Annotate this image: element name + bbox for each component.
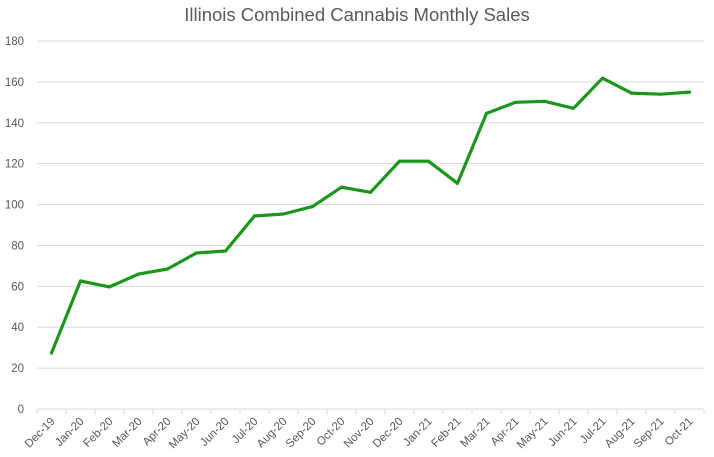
data-point [426,159,431,163]
data-point [484,111,489,115]
x-tick-label: May-21 [515,416,551,452]
y-tick-label: 40 [11,322,24,334]
data-point [107,285,112,289]
data-point [455,181,460,185]
y-tick-label: 120 [5,159,24,171]
y-tick-label: 80 [11,240,24,252]
data-point [600,76,605,80]
x-tick-label: Mar-21 [458,416,492,450]
data-point [658,92,663,96]
x-tick-label: Aug-21 [603,416,638,451]
x-tick-label: May-20 [167,416,203,452]
data-point [397,159,402,163]
y-tick-label: 140 [5,118,24,130]
y-tick-label: 100 [5,200,24,212]
x-tick-label: Jan-21 [401,416,434,449]
series-layer [49,76,692,355]
data-point [542,99,547,103]
y-tick-label: 180 [5,36,24,48]
x-tick-label: Mar-20 [110,416,144,450]
gridlines [37,40,704,369]
y-tick-label: 60 [11,281,24,293]
x-tick-label: Oct-21 [663,416,696,449]
data-point [310,205,315,209]
x-tick-label: Jun-21 [546,416,579,449]
data-point [252,214,257,218]
data-point [281,212,286,216]
series-line [49,76,692,355]
data-point [368,190,373,194]
y-tick-label: 20 [11,363,24,375]
data-point [687,90,692,94]
x-tick-label: Dec-20 [371,416,406,451]
x-tick-label: Nov-20 [342,416,377,451]
data-point [629,91,634,95]
data-point [339,185,344,189]
data-point [513,100,518,104]
data-point [78,279,83,283]
y-axis: 0 20 40 60 80 100 120 140 160 180 [5,36,24,416]
x-tick-label: Aug-20 [255,416,290,451]
x-tick-label: Jun-20 [198,416,231,449]
x-tick-label: Sep-21 [632,416,667,451]
x-tick-label: Jan-20 [53,416,86,449]
data-point [136,272,141,276]
y-tick-label: 0 [18,404,24,416]
data-point [194,251,199,255]
data-point [165,267,170,271]
y-tick-label: 160 [5,77,24,89]
data-point [223,249,228,253]
x-axis: Dec-19Jan-20Feb-20Mar-20Apr-20May-20Jun-… [23,408,705,452]
data-point [571,106,576,110]
x-tick-label: Dec-19 [23,416,58,451]
x-tick-label: Feb-21 [429,416,463,450]
x-tick-label: Feb-20 [81,416,115,450]
data-point [49,351,54,355]
chart-title: Illinois Combined Cannabis Monthly Sales [184,4,530,25]
x-tick-label: Sep-20 [284,416,319,451]
